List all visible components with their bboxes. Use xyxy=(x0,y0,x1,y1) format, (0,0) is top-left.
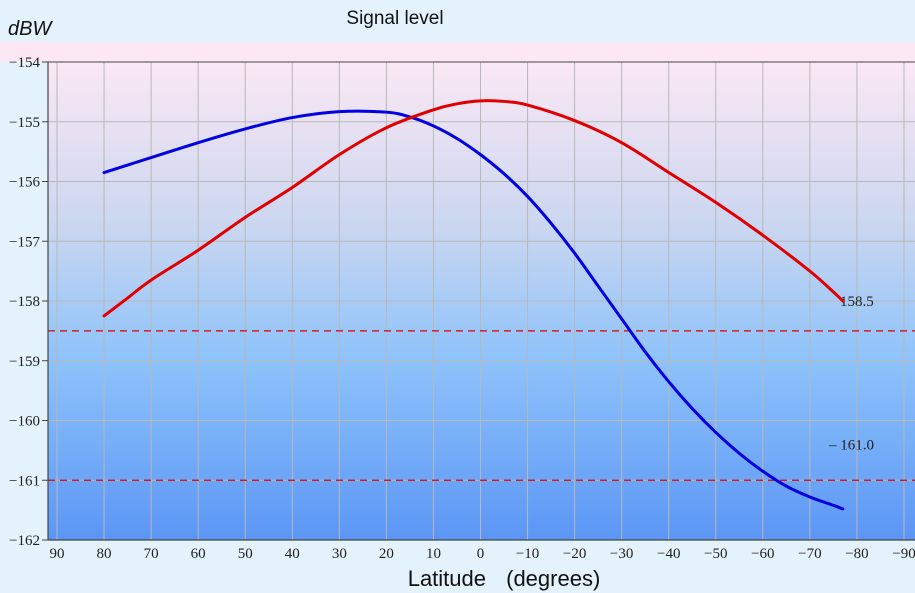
y-tick-labels: −154 −155 −156 −157 −158 −159 −160 −161 −162 xyxy=(9,55,40,549)
reference-lines: 158.5 – 161.0 xyxy=(48,294,915,481)
x-tick-label: 30 xyxy=(332,546,347,562)
x-axis-label-unit: (degrees) xyxy=(506,566,600,591)
x-tick-label: 90 xyxy=(50,546,65,562)
x-tick-label: −90 xyxy=(892,546,915,562)
x-tick-labels: 90 80 70 60 50 40 30 20 10 0 −10 −20 −30 −40 −50 −60 −70… xyxy=(50,546,915,562)
y-tick-label: −156 xyxy=(9,175,40,191)
grid xyxy=(42,61,915,541)
x-axis-label-name: Latitude xyxy=(408,566,486,591)
x-tick-label: −50 xyxy=(704,546,727,562)
y-tick-label: −158 xyxy=(9,294,40,310)
x-tick-label: 10 xyxy=(426,546,441,562)
y-tick-label: −159 xyxy=(9,354,40,370)
y-tick-label: −157 xyxy=(9,234,40,250)
x-tick-label: −80 xyxy=(845,546,868,562)
x-tick-label: 70 xyxy=(144,546,159,562)
plot-top-band xyxy=(0,42,915,62)
series-line-1 xyxy=(102,109,845,511)
x-tick-label: −60 xyxy=(751,546,774,562)
x-tick-label: 0 xyxy=(477,546,485,562)
series-line-2 xyxy=(102,99,845,318)
x-tick-label: 60 xyxy=(191,546,206,562)
series-layer xyxy=(102,99,845,511)
x-tick-label: −70 xyxy=(798,546,821,562)
x-tick-label: 50 xyxy=(238,546,253,562)
y-tick-label: −162 xyxy=(9,533,40,549)
x-tick-label: 20 xyxy=(379,546,394,562)
y-tick-label: −154 xyxy=(9,55,40,71)
x-tick-label: −40 xyxy=(657,546,680,562)
y-tick-label: −161 xyxy=(9,473,40,489)
reference-line-label: 158.5 xyxy=(840,294,874,310)
chart-title: Signal level xyxy=(346,8,443,29)
x-tick-label: 40 xyxy=(285,546,300,562)
x-tick-label: −30 xyxy=(610,546,633,562)
x-tick-label: −10 xyxy=(516,546,539,562)
x-axis-label: Latitude (degrees) xyxy=(408,566,601,591)
y-axis-label: dBW xyxy=(8,18,53,40)
reference-line-label: – 161.0 xyxy=(828,437,874,453)
y-tick-label: −160 xyxy=(9,414,40,430)
x-tick-label: 80 xyxy=(97,546,112,562)
x-tick-label: −20 xyxy=(563,546,586,562)
y-tick-label: −155 xyxy=(9,115,40,131)
